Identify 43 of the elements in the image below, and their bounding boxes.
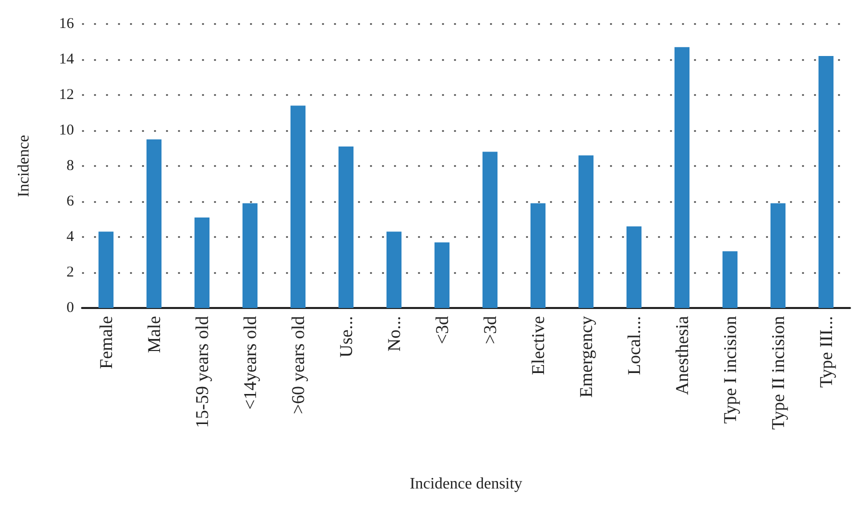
bar — [818, 56, 834, 308]
x-tick-label: Local.... — [624, 316, 644, 375]
bar — [290, 106, 306, 308]
y-tick-label: 0 — [66, 300, 74, 316]
bar — [338, 146, 354, 308]
bar — [674, 47, 690, 308]
x-tick-label: Anesthesia — [672, 316, 692, 395]
y-tick-label: 16 — [59, 16, 74, 32]
y-tick-label: 8 — [66, 158, 74, 174]
bar — [578, 155, 594, 308]
bar — [242, 203, 258, 308]
bar — [146, 139, 162, 308]
y-tick-label: 14 — [59, 52, 74, 68]
y-tick-label: 6 — [66, 194, 74, 210]
y-tick-label: 4 — [66, 229, 74, 245]
y-tick-label: 2 — [66, 264, 74, 280]
bar — [386, 232, 402, 308]
x-tick-label: Male — [144, 316, 164, 353]
x-tick-label: 15-59 years old — [192, 316, 212, 428]
bar — [434, 242, 450, 308]
bar — [722, 251, 738, 308]
x-tick-label: No... — [384, 316, 404, 352]
x-tick-label: Type I incision — [720, 316, 740, 424]
bar — [530, 203, 546, 308]
bar — [98, 232, 114, 308]
x-tick-label: Elective — [528, 316, 548, 375]
x-tick-label: Type III... — [816, 316, 836, 388]
x-axis-title: Incidence density — [410, 476, 522, 492]
x-tick-label: Use... — [336, 316, 356, 358]
x-tick-label: Emergency — [576, 316, 596, 398]
y-tick-label: 12 — [59, 87, 74, 103]
x-tick-label: >3d — [480, 316, 500, 344]
x-tick-label: >60 years old — [288, 316, 308, 414]
bar — [770, 203, 786, 308]
bar — [482, 152, 498, 308]
x-tick-label: Type II incision — [768, 316, 788, 430]
x-tick-label: Female — [96, 316, 116, 369]
x-tick-label: <14years old — [240, 316, 260, 410]
y-axis-title: Incidence — [16, 134, 32, 198]
x-tick-label: <3d — [432, 316, 452, 344]
y-tick-label: 10 — [59, 122, 74, 138]
bar — [626, 226, 642, 308]
bar — [194, 217, 210, 308]
